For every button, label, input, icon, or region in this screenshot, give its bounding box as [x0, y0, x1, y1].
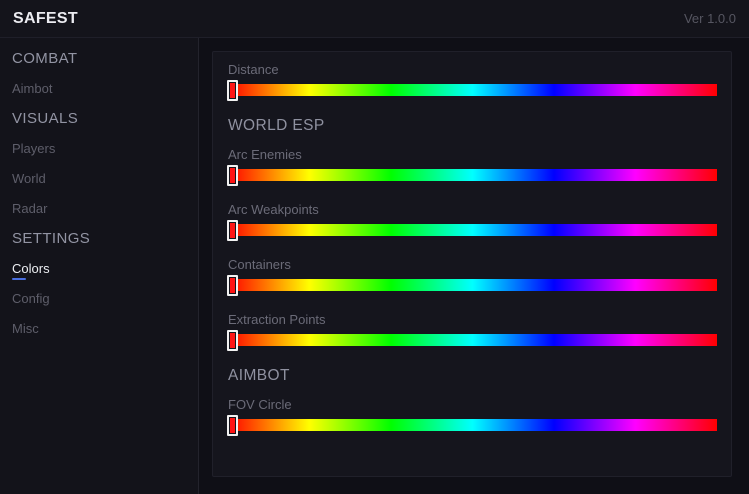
sidebar-section-combat: COMBAT — [12, 50, 78, 67]
sidebar: COMBAT Aimbot VISUALS Players World Rada… — [0, 38, 199, 494]
gradient-slider[interactable] — [227, 220, 717, 241]
active-underline — [12, 278, 26, 280]
sidebar-item-players[interactable]: Players — [0, 134, 198, 164]
sidebar-section-settings: SETTINGS — [12, 230, 91, 247]
color-slider-arc-weakpoints: Arc Weakpoints — [227, 202, 717, 241]
slider-handle[interactable] — [227, 165, 238, 186]
slider-label: Extraction Points — [228, 312, 326, 327]
group-header-world-esp: WORLD ESP — [228, 117, 325, 134]
sidebar-item-label: Radar — [12, 201, 48, 216]
color-slider-arc-enemies: Arc Enemies — [227, 147, 717, 186]
slider-label: Arc Enemies — [228, 147, 302, 162]
sidebar-item-misc[interactable]: Misc — [0, 314, 198, 344]
sidebar-item-label: Misc — [12, 321, 39, 336]
color-slider-distance: Distance — [227, 62, 717, 101]
slider-handle[interactable] — [227, 275, 238, 296]
slider-handle[interactable] — [227, 330, 238, 351]
gradient-slider[interactable] — [227, 165, 717, 186]
window-body: COMBAT Aimbot VISUALS Players World Rada… — [0, 38, 749, 494]
gradient-slider[interactable] — [227, 275, 717, 296]
color-slider-fov-circle: FOV Circle — [227, 397, 717, 436]
slider-label: FOV Circle — [228, 397, 292, 412]
sidebar-item-label: World — [12, 171, 46, 186]
gradient-slider[interactable] — [227, 415, 717, 436]
color-slider-extraction-points: Extraction Points — [227, 312, 717, 351]
app-version: Ver 1.0.0 — [683, 11, 736, 26]
slider-handle[interactable] — [227, 80, 238, 101]
sidebar-item-label: Aimbot — [12, 81, 53, 96]
group-header-aimbot: AIMBOT — [228, 367, 290, 384]
gradient-bar[interactable] — [228, 279, 717, 291]
colors-panel: Distance WORLD ESP Arc Enemies Arc We — [212, 51, 732, 477]
gradient-bar[interactable] — [228, 334, 717, 346]
sidebar-item-aimbot[interactable]: Aimbot — [0, 74, 198, 104]
app-title: SAFEST — [13, 9, 78, 27]
color-slider-containers: Containers — [227, 257, 717, 296]
gradient-slider[interactable] — [227, 80, 717, 101]
gradient-bar[interactable] — [228, 84, 717, 96]
sidebar-item-config[interactable]: Config — [0, 284, 198, 314]
sidebar-item-radar[interactable]: Radar — [0, 194, 198, 224]
slider-label: Containers — [228, 257, 291, 272]
sidebar-item-label: Config — [12, 291, 50, 306]
slider-handle[interactable] — [227, 220, 238, 241]
gradient-bar[interactable] — [228, 224, 717, 236]
title-bar: SAFEST Ver 1.0.0 — [0, 0, 749, 38]
sidebar-item-label: Colors — [12, 261, 50, 276]
gradient-bar[interactable] — [228, 419, 717, 431]
main-area: Distance WORLD ESP Arc Enemies Arc We — [199, 38, 749, 494]
sidebar-item-label: Players — [12, 141, 56, 156]
sidebar-item-colors[interactable]: Colors — [0, 254, 198, 284]
slider-label: Distance — [228, 62, 279, 77]
sidebar-section-visuals: VISUALS — [12, 110, 79, 127]
gradient-slider[interactable] — [227, 330, 717, 351]
sidebar-item-world[interactable]: World — [0, 164, 198, 194]
gradient-bar[interactable] — [228, 169, 717, 181]
slider-label: Arc Weakpoints — [228, 202, 319, 217]
slider-handle[interactable] — [227, 415, 238, 436]
